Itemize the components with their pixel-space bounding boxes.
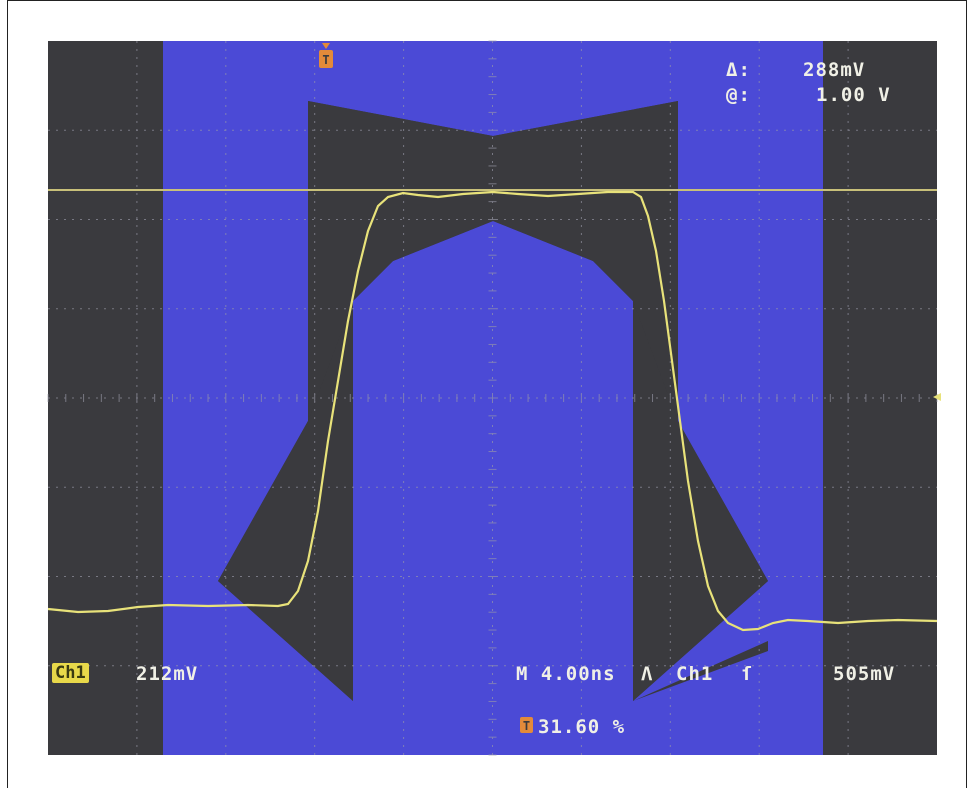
trigger-icon: T bbox=[520, 717, 533, 733]
svg-text:T: T bbox=[523, 719, 530, 733]
rising-edge-icon: ſ bbox=[741, 663, 754, 685]
trigger-marker-icon: T bbox=[319, 43, 333, 68]
keepout-upper bbox=[308, 101, 678, 201]
at-value: 1.00 V bbox=[816, 84, 891, 106]
svg-text:T: T bbox=[322, 53, 329, 67]
mask-region-middle bbox=[353, 221, 633, 755]
channel-scale: 212mV bbox=[136, 663, 199, 685]
delta-value: 288mV bbox=[803, 59, 866, 81]
mask-region-top bbox=[163, 41, 823, 581]
mask-region-bottom-left bbox=[163, 581, 353, 755]
keepout-mid bbox=[308, 201, 678, 421]
keepout-left bbox=[218, 301, 353, 701]
graticule-grid bbox=[47, 40, 938, 756]
signal-trace bbox=[47, 190, 938, 632]
trigger-source: Ch1 bbox=[676, 663, 714, 685]
timebase-readout: M 4.00ns bbox=[516, 663, 616, 685]
oscilloscope-screen: T T bbox=[47, 40, 941, 756]
delta-label: Δ: bbox=[726, 59, 751, 81]
at-label: @: bbox=[726, 84, 751, 106]
ground-arrow-icon bbox=[933, 393, 941, 401]
keepout-right bbox=[633, 301, 768, 701]
mask-region-bottom-right bbox=[633, 581, 823, 755]
trigger-position: 31.60 % bbox=[538, 716, 626, 738]
trigger-level: 505mV bbox=[833, 663, 896, 685]
trigger-type-icon: Λ bbox=[641, 663, 654, 685]
window-frame: T T Δ: 288mV @: 1.00 V Ch1 212mV M 4.00n… bbox=[7, 0, 967, 788]
channel-badge: Ch1 bbox=[52, 663, 89, 683]
